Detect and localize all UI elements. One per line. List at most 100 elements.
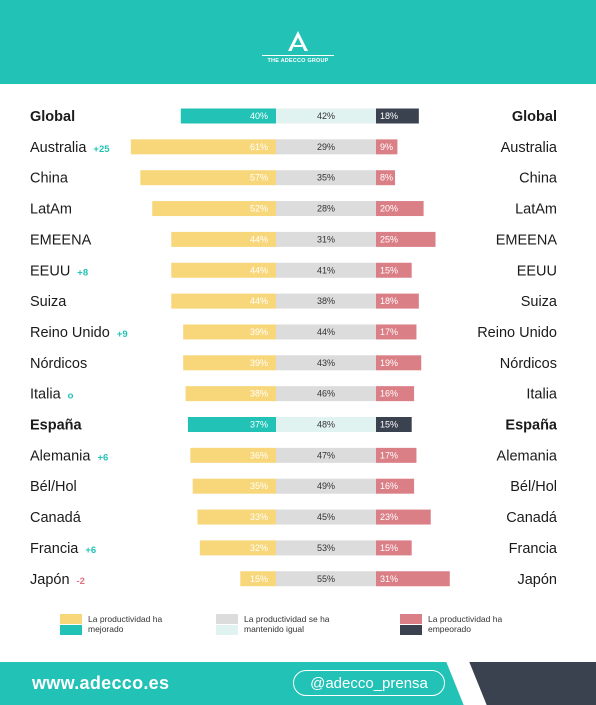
value-improved-b-l-hol: 35% [250, 481, 268, 491]
value-worse-china: 8% [380, 173, 393, 183]
bar-same-china [276, 170, 376, 186]
row-label-left-suiza: Suiza [30, 294, 67, 310]
value-same-alemania: 47% [317, 450, 335, 460]
row-label-right-b-l-hol: Bél/Hol [510, 479, 557, 495]
bar-same-italia [276, 386, 376, 402]
value-improved-jap-n: 15% [250, 574, 268, 584]
bar-improved-reino-unido [183, 324, 276, 340]
value-worse-jap-n: 31% [380, 574, 398, 584]
legend-swatch-worse-highlight [400, 625, 422, 635]
bar-worse-n-rdicos [376, 355, 422, 371]
value-worse-latam: 20% [380, 204, 398, 214]
value-same-eeuu: 41% [317, 265, 335, 275]
value-same-b-l-hol: 49% [317, 481, 335, 491]
value-improved-eeuu: 44% [250, 265, 268, 275]
legend: La productividad ha mejorado La producti… [0, 612, 596, 642]
change-jap-n: -2 [77, 576, 85, 587]
bar-improved-francia [199, 540, 276, 556]
value-worse-espa-a: 15% [380, 420, 398, 430]
value-worse-global: 18% [380, 111, 398, 121]
bar-worse-australia [376, 139, 398, 155]
logo-a-icon [288, 31, 308, 51]
bar-same-eeuu [276, 262, 376, 278]
bar-same-jap-n [276, 571, 376, 587]
value-worse-emeena: 25% [380, 234, 398, 244]
bar-same-latam [276, 201, 376, 217]
row-label-right-suiza: Suiza [521, 294, 558, 310]
row-label-left-reino-unido: Reino Unido +9 [30, 325, 128, 341]
value-same-jap-n: 55% [317, 574, 335, 584]
row-label-right-francia: Francia [509, 541, 558, 557]
change-francia: +6 [85, 545, 96, 556]
value-improved-francia: 32% [250, 543, 268, 553]
bar-improved-b-l-hol [192, 478, 276, 494]
value-same-n-rdicos: 43% [317, 358, 335, 368]
legend-swatch-worse [400, 614, 422, 624]
value-same-australia: 29% [317, 142, 335, 152]
value-worse-canad-: 23% [380, 512, 398, 522]
bar-worse-suiza [376, 293, 419, 309]
bar-same-n-rdicos [276, 355, 376, 371]
legend-label-same: La productividad se ha mantenido igual [244, 614, 330, 634]
change-australia: +25 [93, 144, 110, 155]
row-label-left-emeena: EMEENA [30, 232, 92, 248]
bar-improved-espa-a [187, 417, 276, 432]
value-worse-australia: 9% [380, 142, 393, 152]
row-label-right-eeuu: EEUU [517, 263, 557, 279]
adecco-group-logo: THE ADECCO GROUP [262, 30, 334, 70]
row-label-left-global: Global [30, 109, 75, 125]
value-same-francia: 53% [317, 543, 335, 553]
bar-same-reino-unido [276, 324, 376, 340]
value-same-suiza: 38% [317, 296, 335, 306]
value-improved-italia: 38% [250, 389, 268, 399]
bar-worse-china [376, 170, 396, 186]
website-link[interactable]: www.adecco.es [32, 673, 170, 693]
row-label-left-espa-a: España [30, 418, 83, 434]
change-alemania: +6 [97, 452, 108, 463]
value-worse-suiza: 18% [380, 296, 398, 306]
bar-worse-italia [376, 386, 415, 402]
bar-improved-n-rdicos [183, 355, 276, 371]
change-eeuu: +8 [77, 267, 88, 278]
row-label-left-eeuu: EEUU +8 [30, 263, 88, 279]
footer-stripe-dark [469, 662, 596, 705]
legend-swatch-same-highlight [216, 625, 238, 635]
value-improved-global: 40% [250, 111, 268, 121]
bar-same-alemania [276, 447, 376, 463]
legend-label-improved: La productividad ha mejorado [88, 614, 163, 634]
row-label-right-latam: LatAm [515, 202, 557, 218]
legend-swatch-improved-highlight [60, 625, 82, 635]
bar-improved-jap-n [240, 571, 276, 587]
row-label-right-n-rdicos: Nórdicos [500, 356, 557, 372]
value-worse-b-l-hol: 16% [380, 481, 398, 491]
legend-label-worse: La productividad ha empeorado [428, 614, 503, 634]
row-label-left-b-l-hol: Bél/Hol [30, 479, 77, 495]
bar-improved-china [140, 170, 276, 186]
row-label-left-francia: Francia +6 [30, 541, 96, 557]
row-label-left-canad-: Canadá [30, 510, 82, 526]
row-label-left-latam: LatAm [30, 202, 72, 218]
bar-improved-australia [130, 139, 276, 155]
row-label-left-italia: Italia o [30, 387, 74, 403]
value-same-latam: 28% [317, 204, 335, 214]
value-same-global: 42% [317, 111, 335, 121]
row-label-right-italia: Italia [526, 387, 558, 403]
value-improved-alemania: 36% [250, 450, 268, 460]
bar-same-canad- [276, 509, 376, 525]
value-worse-reino-unido: 17% [380, 327, 398, 337]
value-worse-n-rdicos: 19% [380, 358, 398, 368]
row-label-right-china: China [519, 171, 558, 187]
social-handle-link[interactable]: @adecco_prensa [293, 670, 445, 696]
bar-same-suiza [276, 293, 376, 309]
bar-worse-global [376, 108, 419, 124]
bar-improved-suiza [171, 293, 276, 309]
legend-swatch-improved [60, 614, 82, 624]
row-label-right-espa-a: España [505, 418, 558, 434]
row-label-left-jap-n: Japón -2 [30, 572, 85, 588]
row-label-right-jap-n: Japón [517, 572, 557, 588]
bar-improved-global [180, 108, 276, 124]
bar-worse-eeuu [376, 262, 412, 278]
value-worse-alemania: 17% [380, 450, 398, 460]
value-same-canad-: 45% [317, 512, 335, 522]
